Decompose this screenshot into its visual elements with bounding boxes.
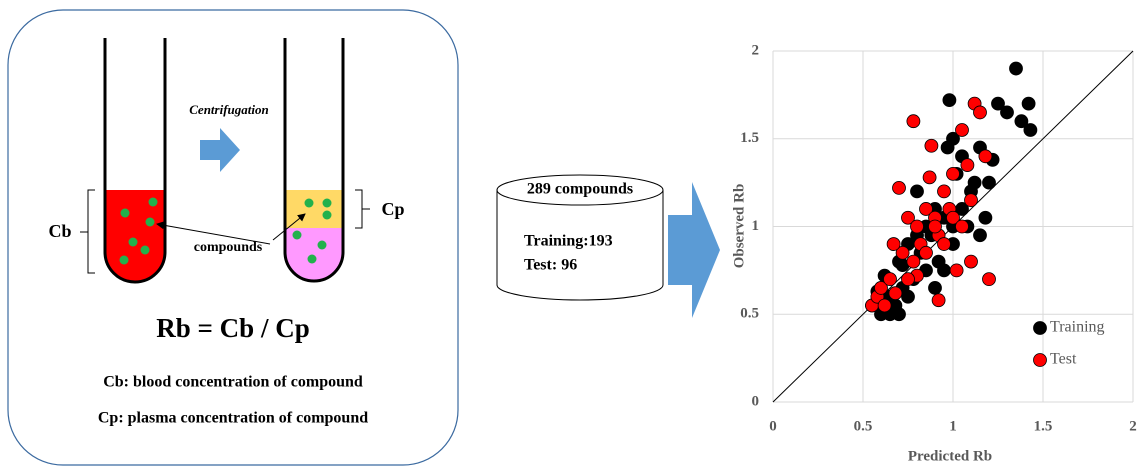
point [925, 139, 938, 152]
point [1001, 106, 1014, 119]
formula: Rb = Cb / Cp [156, 313, 309, 343]
label: 289 compounds [527, 181, 633, 198]
point [911, 220, 924, 233]
point [902, 290, 915, 303]
definition: Cb: blood concentration of compound [103, 374, 363, 391]
y-tick-label: 2 [752, 42, 760, 58]
point [902, 273, 915, 286]
point [932, 294, 945, 307]
label: Cp [381, 199, 404, 219]
legend-label: Training [1050, 319, 1105, 336]
point [950, 264, 963, 277]
arrow [668, 182, 720, 318]
point [920, 246, 933, 259]
label: Centrifugation [189, 102, 268, 117]
y-tick-label: 1 [752, 218, 760, 234]
point [938, 264, 951, 277]
point [938, 238, 951, 251]
point [1022, 97, 1035, 110]
plasma [285, 190, 343, 228]
y-tick-label: 1.5 [740, 130, 759, 146]
x-tick-label: 1.5 [1034, 418, 1053, 434]
point [884, 273, 897, 286]
x-axis-label: Predicted Rb [908, 448, 992, 464]
point [974, 229, 987, 242]
x-tick-label: 1 [949, 418, 957, 434]
y-axis-label: Observed Rb [731, 184, 747, 269]
figure: Centrifugation Cb Cp compounds Rb = Cb /… [0, 0, 1143, 475]
point [979, 150, 992, 163]
legend-label: Test [1050, 351, 1077, 368]
label: Cb [48, 221, 71, 241]
point [965, 255, 978, 268]
point [974, 106, 987, 119]
point [956, 220, 969, 233]
point [961, 159, 974, 172]
legend-marker [1034, 354, 1047, 367]
y-tick-label: 0 [752, 393, 760, 409]
point [943, 94, 956, 107]
point [889, 287, 902, 300]
point [1024, 123, 1037, 136]
legend-marker [1034, 322, 1047, 335]
point [965, 194, 978, 207]
point [983, 176, 996, 189]
point [887, 238, 900, 251]
point [893, 181, 906, 194]
x-tick-label: 2 [1129, 418, 1137, 434]
point [911, 185, 924, 198]
label: Test: 96 [524, 257, 577, 274]
point [929, 220, 942, 233]
point [956, 123, 969, 136]
label: Training:193 [524, 233, 613, 250]
x-tick-label: 0 [769, 418, 777, 434]
label: compounds [194, 240, 263, 255]
scatter-chart: Predicted Rb Observed Rb 0 0.5 1 1.5 2 0 0.5 1 1… [731, 42, 1136, 464]
point [907, 255, 920, 268]
point [929, 281, 942, 294]
point [979, 211, 992, 224]
y-tick-label: 0.5 [740, 306, 759, 322]
point [947, 167, 960, 180]
point [1010, 62, 1023, 75]
x-tick-label: 0.5 [854, 418, 873, 434]
point [938, 185, 951, 198]
point [878, 299, 891, 312]
point [983, 273, 996, 286]
definition: Cp: plasma concentration of compound [98, 410, 368, 427]
point [893, 308, 906, 321]
point [923, 171, 936, 184]
point [907, 115, 920, 128]
point [968, 176, 981, 189]
